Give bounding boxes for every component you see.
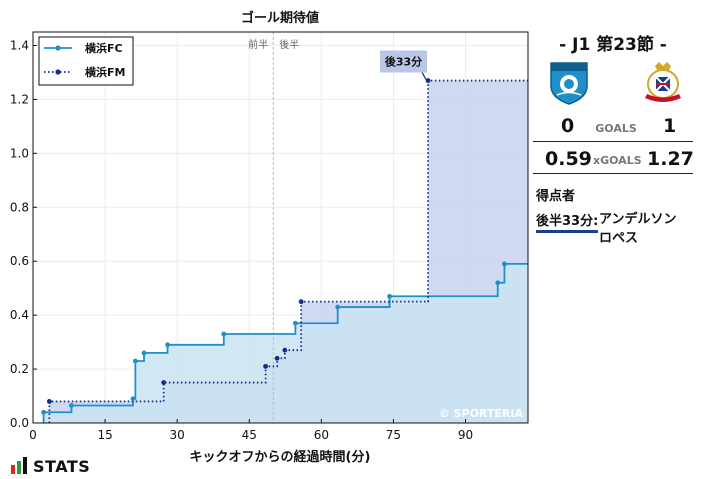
- x-tick-label: 90: [458, 428, 473, 442]
- data-point: [274, 355, 280, 361]
- annotation-label: 後33分: [385, 55, 422, 69]
- x-axis-label: キックオフからの経過時間(分): [190, 449, 371, 465]
- x-tick-label: 75: [386, 428, 401, 442]
- stats-bar-logo-icon: [11, 457, 27, 474]
- data-point: [46, 399, 52, 404]
- data-point: [282, 347, 288, 353]
- half-divider: 前半 後半: [248, 32, 299, 423]
- chart-title: ゴール期待値: [241, 10, 319, 26]
- x-tick-label: 60: [314, 428, 329, 442]
- annotation-box: [380, 50, 428, 73]
- yokohama-f-marinos-crest-icon: [645, 62, 681, 102]
- x-tick-label: 30: [170, 428, 185, 442]
- data-point: [335, 304, 341, 310]
- match-title: - J1 第23節 -: [559, 35, 667, 55]
- data-point: [292, 320, 298, 326]
- legend-marker-away: [55, 69, 61, 75]
- y-tick-label: 0.0: [10, 416, 29, 430]
- data-point: [298, 299, 304, 305]
- x-tick-label: 45: [242, 428, 257, 442]
- scorer-time: 後半33分:: [536, 210, 599, 233]
- x-tick-label: 0: [29, 428, 37, 442]
- y-tick-label: 0.4: [10, 308, 29, 322]
- yokohama-fc-crest-icon: [550, 62, 588, 105]
- series-points: [41, 78, 507, 415]
- away-goals: 1: [663, 115, 677, 137]
- legend-label-home: 横浜FC: [85, 41, 123, 55]
- stats-brand-text: STATS: [33, 457, 91, 476]
- data-point: [41, 409, 46, 415]
- data-point: [502, 261, 507, 267]
- axes: 0 15 30 45 60 75 90 0.0 0.2 0.4 0.6 0.8 1.0 1.2 1.4: [10, 38, 473, 442]
- series-line-home: [42, 263, 528, 423]
- home-goals: 0: [561, 115, 575, 137]
- data-point: [141, 350, 147, 356]
- goals-row: 0 GOALS 1: [533, 115, 693, 142]
- watermark: © SPORTERIA: [439, 407, 524, 420]
- y-tick-label: 0.8: [10, 200, 29, 214]
- scorers-heading: 得点者: [536, 189, 576, 204]
- data-point: [130, 396, 136, 402]
- x-tick-label: 15: [97, 428, 112, 442]
- first-half-label: 前半: [248, 38, 268, 51]
- annotations: 後33分: [380, 50, 428, 80]
- data-point: [165, 342, 170, 348]
- data-point: [132, 358, 138, 364]
- scorer-name: アンデルソン ロペス: [599, 212, 677, 246]
- y-tick-label: 1.4: [10, 38, 29, 52]
- y-tick-label: 0.2: [10, 362, 29, 376]
- goals-label: GOALS: [595, 122, 637, 135]
- y-tick-label: 1.0: [10, 146, 29, 160]
- legend-box: [38, 36, 134, 86]
- data-point: [387, 293, 392, 299]
- data-point: [495, 280, 501, 286]
- xgoals-label: xGOALS: [593, 154, 642, 167]
- match-panel: - J1 第23節 - 0 GOALS 1 0.59 xGOALS 1.27 得…: [533, 0, 707, 479]
- away-xgoals: 1.27: [647, 148, 694, 170]
- home-xgoals: 0.59: [545, 148, 592, 170]
- data-point: [69, 403, 74, 408]
- data-point: [161, 380, 167, 385]
- xgoals-row: 0.59 xGOALS 1.27: [533, 147, 694, 174]
- legend-marker-home: [55, 45, 61, 51]
- legend-label-away: 横浜FM: [85, 65, 125, 79]
- data-point: [221, 331, 227, 337]
- xg-chart: ゴール期待値 前半 後半 0 15 30 45 60 75 90 0.0 0.2 0.4 0.6 0.…: [10, 10, 529, 465]
- y-tick-label: 0.6: [10, 254, 29, 268]
- second-half-label: 後半: [279, 38, 299, 51]
- legend: 横浜FC 横浜FM: [38, 36, 134, 86]
- plot-frame: [32, 31, 529, 424]
- data-point: [425, 78, 431, 83]
- data-point: [263, 363, 269, 369]
- y-tick-label: 1.2: [10, 92, 29, 106]
